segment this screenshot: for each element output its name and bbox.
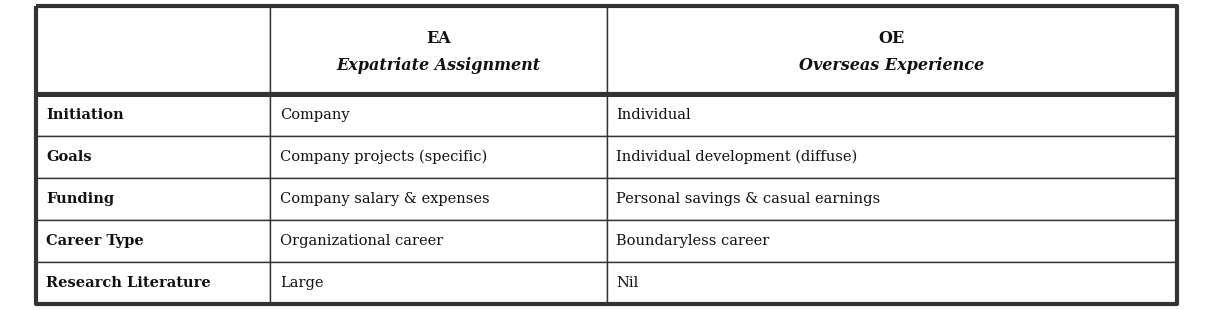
Text: Funding: Funding: [46, 192, 114, 206]
Bar: [36, 94, 270, 136]
Text: Company salary & expenses: Company salary & expenses: [280, 192, 490, 206]
Bar: [270, 94, 606, 136]
Text: Organizational career: Organizational career: [280, 234, 443, 248]
Bar: [270, 262, 606, 304]
Bar: [606, 136, 1177, 178]
Bar: [36, 262, 270, 304]
Bar: [270, 220, 606, 262]
Text: Career Type: Career Type: [46, 234, 144, 248]
Bar: [36, 220, 270, 262]
Bar: [606, 178, 1177, 220]
Bar: [36, 136, 270, 178]
Text: Individual development (diffuse): Individual development (diffuse): [616, 150, 858, 164]
Bar: [36, 6, 270, 94]
Bar: [606, 94, 1177, 136]
Text: Company projects (specific): Company projects (specific): [280, 150, 488, 164]
Text: Large: Large: [280, 276, 324, 290]
Text: Initiation: Initiation: [46, 108, 124, 122]
Bar: [36, 178, 270, 220]
Bar: [270, 178, 606, 220]
Text: Nil: Nil: [616, 276, 638, 290]
Bar: [606, 262, 1177, 304]
Text: Personal savings & casual earnings: Personal savings & casual earnings: [616, 192, 881, 206]
Bar: [270, 136, 606, 178]
Text: EA: EA: [426, 30, 451, 47]
Text: Boundaryless career: Boundaryless career: [616, 234, 769, 248]
Bar: [606, 220, 1177, 262]
Text: Goals: Goals: [46, 150, 92, 164]
Text: Expatriate Assignment: Expatriate Assignment: [336, 57, 540, 74]
Bar: [606, 6, 1177, 94]
Text: Company: Company: [280, 108, 349, 122]
Text: Research Literature: Research Literature: [46, 276, 211, 290]
Bar: [270, 6, 606, 94]
Text: Individual: Individual: [616, 108, 691, 122]
Text: Overseas Experience: Overseas Experience: [799, 57, 984, 74]
Text: OE: OE: [878, 30, 905, 47]
